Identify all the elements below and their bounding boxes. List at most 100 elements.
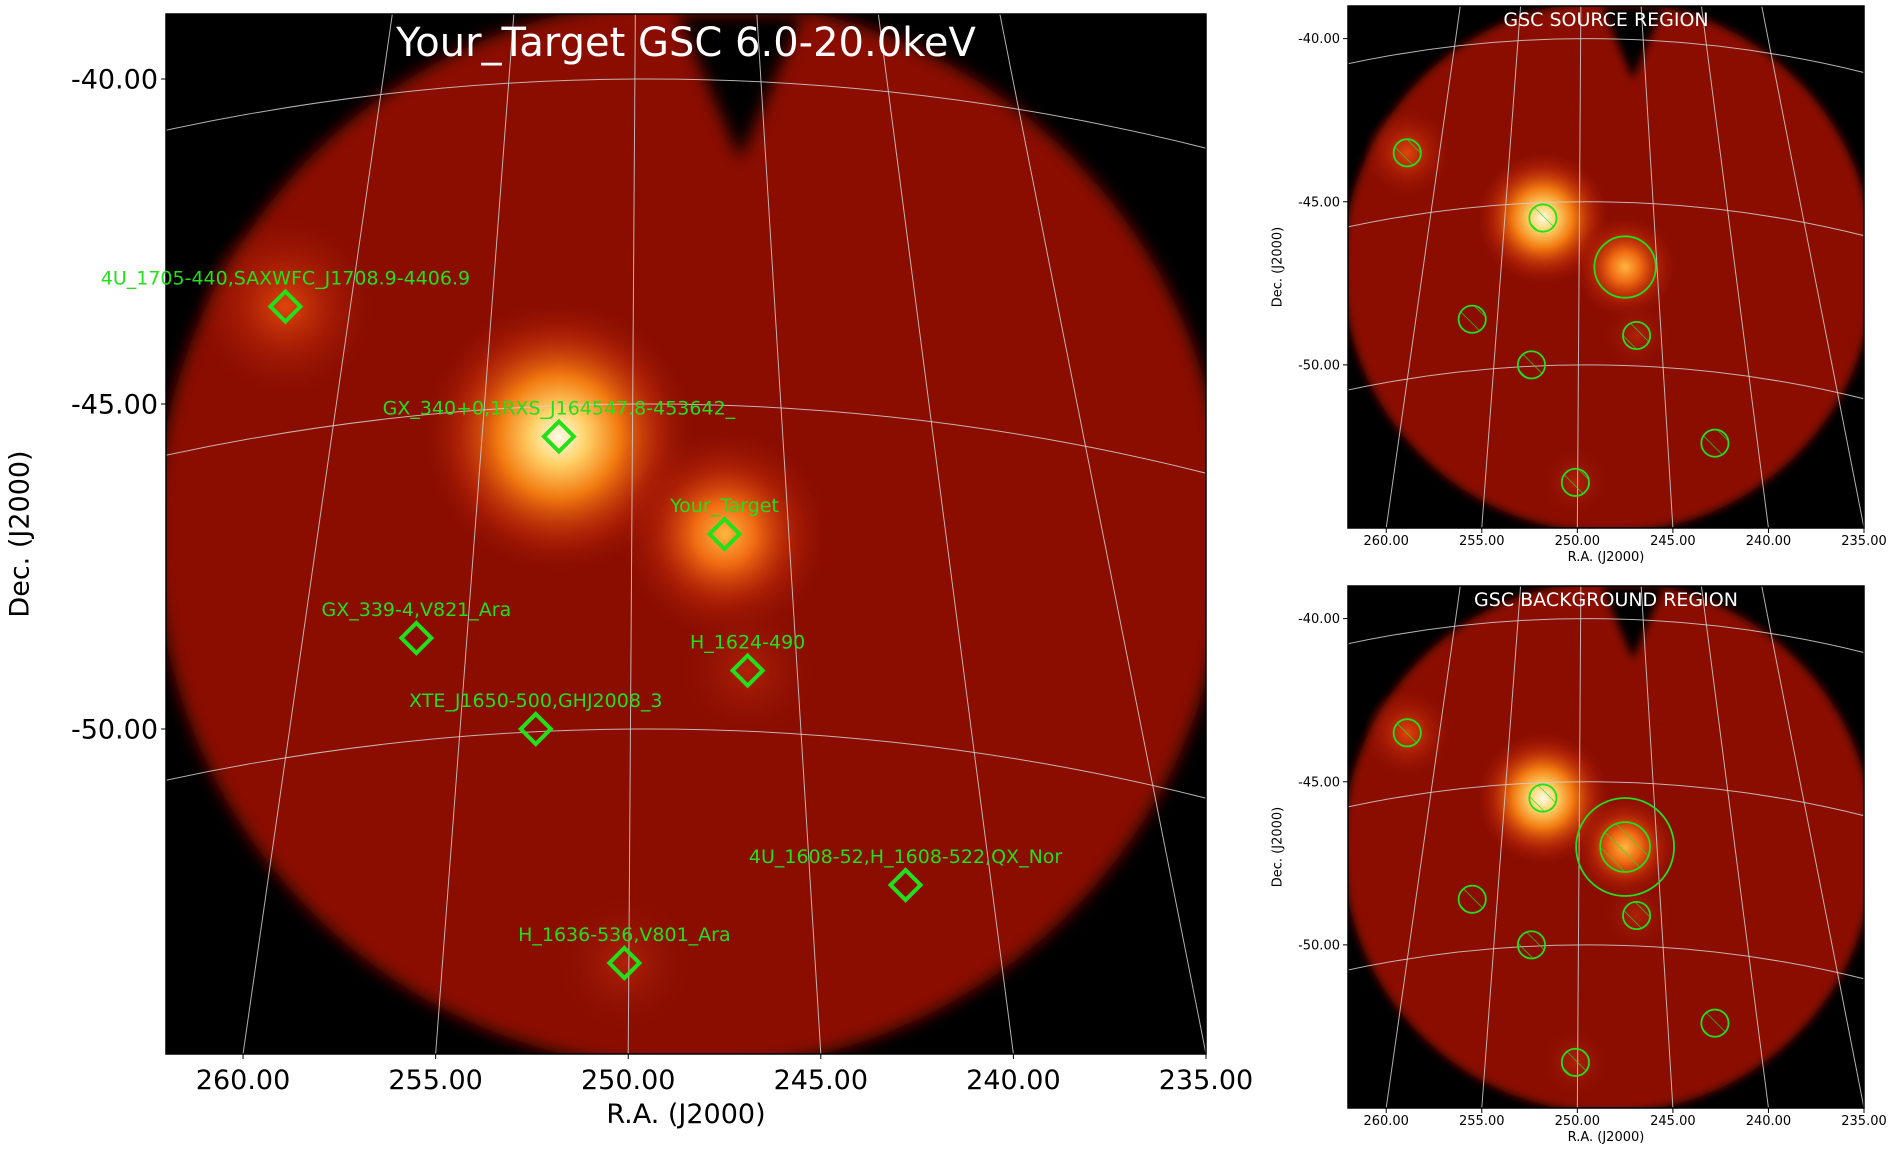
plot-area [166,14,1206,1054]
x-tick-label: 240.00 [1746,1114,1792,1129]
source-label: XTE_J1650-500,GHJ2008_3 [409,690,662,712]
dec-grid-line [1348,364,1864,400]
ra-grid-line [1640,586,1674,1108]
source-region-circle [1593,235,1657,299]
excluded-region-circle [1516,930,1546,960]
ra-grid-line [1481,586,1522,1108]
plot-area [1348,6,1864,528]
source-label: 4U_1608-52,H_1608-522,QX_Nor [749,846,1063,868]
x-tick-label: 250.00 [581,1065,675,1096]
emission-blob [197,218,374,395]
ra-grid-line [1385,6,1461,528]
dec-grid-line [166,78,1206,149]
excluded-region-circle [1599,821,1651,873]
y-tick-label: -40.00 [1298,32,1340,47]
excluded-region-circle [1700,1008,1730,1038]
excluded-region-circle [1700,428,1730,458]
excluded-region-circle [1560,467,1590,497]
source-label: H_1636-536,V801_Ara [518,924,731,946]
excluded-region-circle [1622,321,1652,351]
emission-blob [1573,215,1677,319]
x-tick-label: 255.00 [1459,1114,1505,1129]
dec-grid-line [166,728,1206,799]
x-tick-label: 255.00 [1459,534,1505,549]
dec-grid-line [1348,781,1864,817]
ra-grid-line [999,14,1206,1054]
ra-grid-line [1700,586,1769,1108]
emission-blob [620,430,829,638]
ra-grid-line [242,14,393,1054]
emission-blob [551,890,698,1036]
excluded-region-circle [1528,783,1558,813]
plot-frame [1347,585,1865,1109]
fov-notch [1601,586,1664,660]
ra-grid-line [1385,586,1461,1108]
source-marker [887,867,924,903]
fov-notch [677,14,803,160]
source-label: H_1624-490 [690,632,805,654]
x-tick-label: 260.00 [196,1065,290,1096]
ra-grid-line [1761,586,1864,1108]
x-tick-label: 250.00 [1555,534,1601,549]
excluded-region-circle [1457,884,1487,914]
x-tick-label: 245.00 [1650,1114,1696,1129]
ra-grid-line [1761,6,1864,528]
ra-grid-line [435,14,515,1054]
chart-title: Your_Target GSC 6.0-20.0keV [395,20,976,66]
dec-grid-line [166,403,1206,474]
source-marker [706,516,743,552]
panel-main: 260.00 255.00 250.00 245.00 240.00 235.00 -40.… [4,13,1253,1130]
y-axis-label: Dec. (J2000) [1271,807,1286,887]
y-axis-label: Dec. (J2000) [4,450,35,617]
panel-background-region: 260.00 255.00 250.00 245.00 240.00 235.00 -40.… [1271,585,1887,1145]
plot-frame [1347,5,1865,529]
x-tick-label: 235.00 [1159,1065,1253,1096]
y-tick-label: -50.00 [1298,938,1340,953]
x-tick-label: 245.00 [774,1065,868,1096]
x-tick-label: 260.00 [1363,534,1409,549]
dec-grid-line [1348,38,1864,74]
x-tick-label: 245.00 [1650,534,1696,549]
source-marker [606,945,643,981]
y-tick-label: -50.00 [1298,358,1340,373]
ra-grid-line [877,14,1014,1054]
ra-grid-line [1700,6,1769,528]
x-tick-label: 235.00 [1841,534,1887,549]
chart-title: GSC SOURCE REGION [1503,9,1708,31]
dec-grid-line [1348,618,1864,654]
source-label: Your_Target [669,495,779,517]
excluded-region-circle [1392,718,1422,748]
x-axis-label: R.A. (J2000) [1568,550,1645,565]
x-tick-label: 240.00 [1746,534,1792,549]
source-label: GX_339-4,V821_Ara [322,599,512,621]
plot-frame [165,13,1207,1055]
source-marker [267,288,304,325]
source-label: 4U_1705-440,SAXWFC_J1708.9-4406.9 [101,268,470,290]
excluded-region-circle [1622,901,1652,931]
source-label: GX_340+0,1RXS_J164547.8-453642_ [383,398,736,420]
fov-notch [1601,6,1664,80]
dec-grid-line [1348,201,1864,237]
ra-grid-line [627,14,636,1054]
ra-grid-line [756,14,822,1054]
x-tick-label: 260.00 [1363,1114,1409,1129]
y-tick-label: -45.00 [71,389,158,420]
y-tick-label: -40.00 [1298,612,1340,627]
source-marker [541,418,577,455]
source-marker [398,620,435,656]
excluded-region-circle [1457,304,1487,334]
y-tick-label: -45.00 [1298,775,1340,790]
ra-grid-line [1576,6,1582,528]
y-tick-label: -45.00 [1298,195,1340,210]
excluded-region-circle [1528,203,1558,233]
source-marker [517,711,554,747]
x-tick-label: 250.00 [1555,1114,1601,1129]
excluded-region-circle [1516,350,1546,380]
x-axis-label: R.A. (J2000) [606,1099,765,1130]
y-tick-label: -40.00 [71,64,158,95]
excluded-region-circle [1392,138,1422,168]
ra-grid-line [1576,586,1582,1108]
excluded-region-circle [1560,1047,1590,1077]
chart-title: GSC BACKGROUND REGION [1474,589,1738,611]
